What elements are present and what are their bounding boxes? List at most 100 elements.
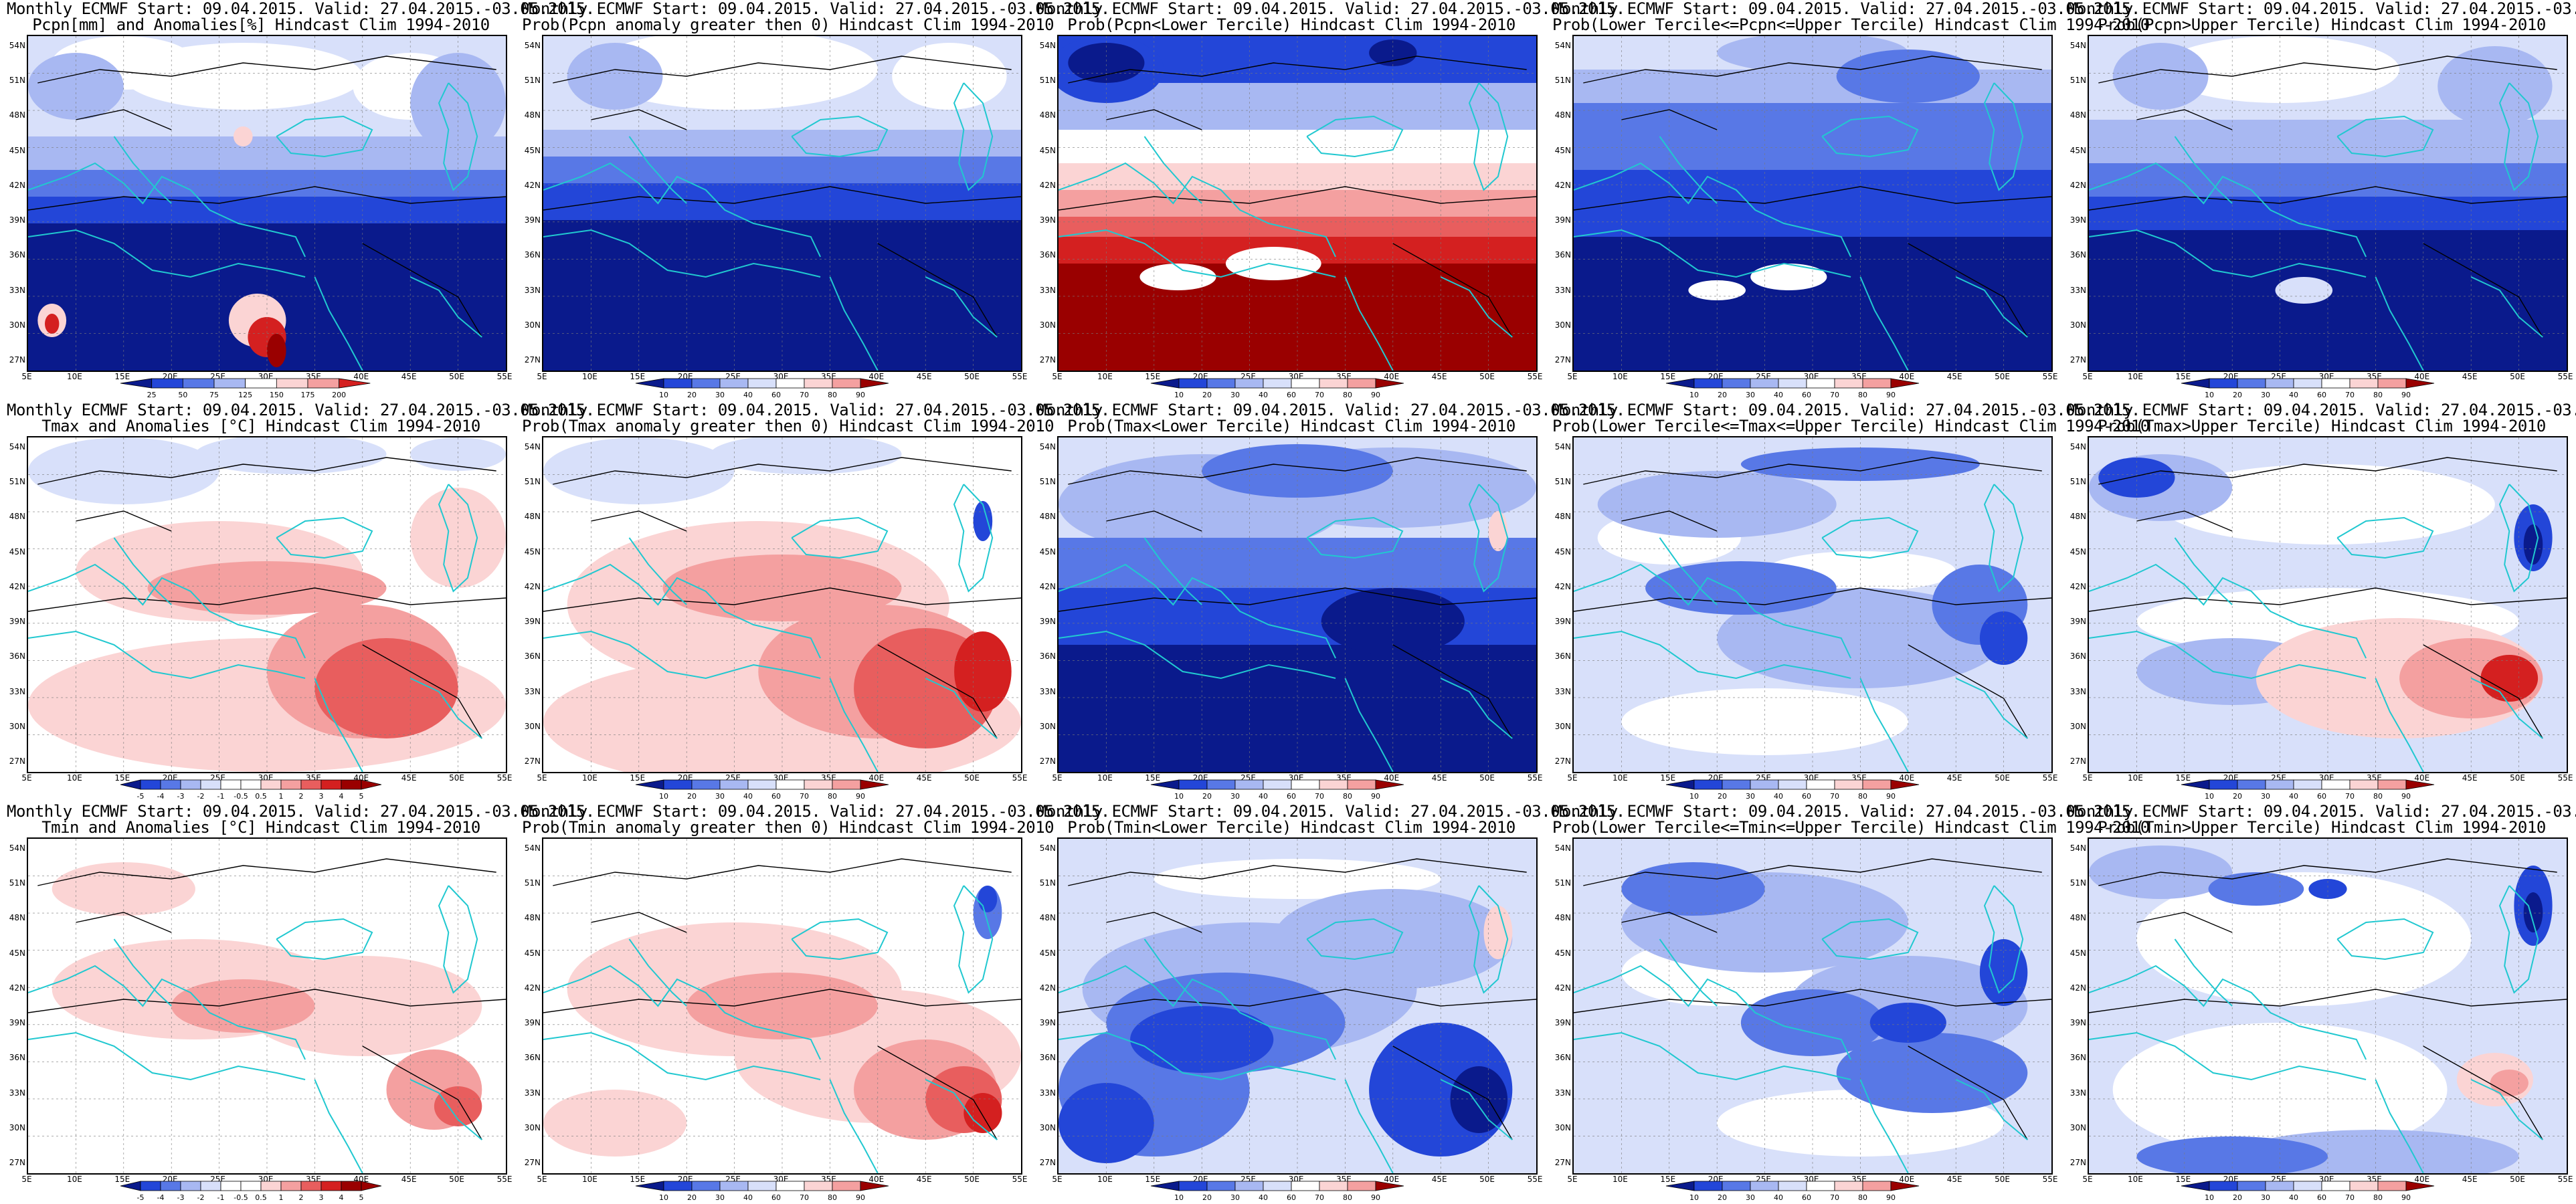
colorbar-tick-label: 75 bbox=[209, 391, 219, 399]
shaded-region bbox=[267, 334, 286, 367]
colorbar-tick-label: 80 bbox=[828, 391, 837, 399]
panel-title: Monthly ECMWF Start: 09.04.2015. Valid: … bbox=[522, 0, 1110, 18]
coastline bbox=[1059, 1031, 1336, 1081]
lat-label: 48N bbox=[2069, 110, 2086, 120]
colorbar-segment bbox=[1319, 779, 1348, 790]
lat-label: 39N bbox=[9, 617, 25, 627]
lon-label: 55E bbox=[496, 372, 513, 381]
shaded-region bbox=[973, 501, 993, 541]
shaded-region bbox=[2480, 655, 2539, 702]
coastline bbox=[1059, 630, 1336, 680]
coastline bbox=[2470, 276, 2543, 338]
coastline bbox=[28, 965, 306, 1060]
colorbar-extend-high bbox=[860, 1181, 889, 1191]
lon-label: 55E bbox=[2557, 1175, 2573, 1184]
colorbar-segment bbox=[240, 779, 262, 790]
contour-line bbox=[591, 912, 687, 933]
colorbar-tick-label: 5 bbox=[359, 792, 364, 801]
lat-label: 51N bbox=[1554, 878, 1571, 888]
coastline bbox=[1859, 276, 1909, 371]
colorbar-segment bbox=[1862, 779, 1892, 790]
map-area bbox=[1572, 35, 2053, 372]
lon-label: 10E bbox=[1097, 773, 1113, 783]
lat-label: 33N bbox=[9, 1088, 25, 1098]
colorbar-tick-label: 40 bbox=[743, 1193, 753, 1202]
colorbar-segment bbox=[747, 1181, 777, 1191]
contour-line bbox=[1908, 243, 2028, 338]
lat-label: 39N bbox=[1039, 617, 1056, 627]
shaded-region bbox=[28, 53, 124, 120]
colorbar-extend-high bbox=[361, 1181, 382, 1191]
lat-label: 36N bbox=[1554, 250, 1571, 260]
colorbar-svg bbox=[120, 1181, 382, 1191]
lat-label: 39N bbox=[524, 617, 541, 627]
colorbar-tick-label: 60 bbox=[2317, 391, 2326, 399]
colorbar-tick-label: -1 bbox=[217, 1193, 225, 1202]
coastline bbox=[829, 678, 879, 772]
lat-label: 48N bbox=[1039, 913, 1056, 923]
coastline bbox=[113, 537, 172, 605]
colorbar-tick-label: 70 bbox=[1315, 792, 1324, 801]
contour-line bbox=[37, 56, 496, 84]
coastline bbox=[953, 82, 994, 191]
lat-label: 48N bbox=[1039, 512, 1056, 522]
colorbar-svg bbox=[2181, 378, 2435, 389]
colorbar-tick-label: 70 bbox=[1830, 1193, 1839, 1202]
shaded-region bbox=[2098, 458, 2175, 498]
contour-line bbox=[1068, 858, 1527, 886]
lat-label: 39N bbox=[1554, 1018, 1571, 1028]
lon-label: 55E bbox=[1012, 1175, 1028, 1184]
colorbar-segment bbox=[220, 779, 242, 790]
colorbar-tick-label: -5 bbox=[136, 1193, 145, 1202]
colorbar-segment bbox=[1263, 378, 1292, 389]
lat-label: 42N bbox=[2069, 983, 2086, 993]
lon-label: 55E bbox=[496, 773, 513, 783]
colorbar-tick-label: 30 bbox=[1746, 1193, 1755, 1202]
colorbar-extend-high bbox=[1890, 1181, 1920, 1191]
map-area bbox=[2088, 35, 2568, 372]
shaded-region bbox=[1450, 1066, 1508, 1133]
lon-label: 40E bbox=[1384, 1175, 1400, 1184]
contour-line bbox=[1392, 644, 1513, 739]
colorbar-segment bbox=[1206, 1181, 1236, 1191]
lon-label: 15E bbox=[630, 372, 646, 381]
panel-title: Monthly ECMWF Start: 09.04.2015. Valid: … bbox=[1552, 0, 2140, 18]
contour-line bbox=[1392, 243, 1513, 338]
shaded-region bbox=[1068, 43, 1145, 83]
panel-subtitle: Prob(Lower Tercile<=Tmin<=Upper Tercile)… bbox=[1552, 818, 2150, 837]
lon-label: 55E bbox=[2042, 372, 2058, 381]
coastline bbox=[2498, 484, 2539, 593]
contour-line bbox=[2089, 989, 2567, 1013]
colorbar-tick-label: 4 bbox=[339, 1193, 344, 1202]
colorbar-tick-label: -2 bbox=[197, 792, 205, 801]
lat-label: 45N bbox=[524, 145, 541, 155]
coastline bbox=[925, 276, 998, 338]
coastline bbox=[543, 965, 822, 1060]
colorbar-tick-label: 25 bbox=[147, 391, 157, 399]
colorbar-segment bbox=[691, 779, 721, 790]
contour-line bbox=[1574, 989, 2051, 1013]
lon-label: 45E bbox=[1431, 1175, 1447, 1184]
colorbar-tick-label: 40 bbox=[743, 792, 753, 801]
lat-label: 42N bbox=[9, 581, 25, 591]
colorbar-segment bbox=[1291, 378, 1320, 389]
lon-label: 40E bbox=[1899, 773, 1915, 783]
lat-label: 30N bbox=[1554, 1122, 1571, 1132]
lat-label: 30N bbox=[524, 320, 541, 330]
lat-label: 30N bbox=[524, 1122, 541, 1132]
forecast-panel: Monthly ECMWF Start: 09.04.2015. Valid: … bbox=[1030, 803, 1625, 1204]
colorbar-svg bbox=[1150, 779, 1404, 790]
colorbar bbox=[1665, 779, 1947, 790]
coastline bbox=[1440, 678, 1513, 739]
lon-label: 15E bbox=[2175, 1175, 2191, 1184]
coastline bbox=[1859, 678, 1909, 772]
contour-line bbox=[591, 510, 687, 532]
lat-label: 48N bbox=[524, 913, 541, 923]
contour-line bbox=[2098, 56, 2557, 84]
lat-label: 36N bbox=[1039, 651, 1056, 662]
colorbar-segment bbox=[180, 1181, 201, 1191]
lon-label: 10E bbox=[1612, 1175, 1628, 1184]
lat-label: 39N bbox=[1039, 215, 1056, 225]
lon-label: 5E bbox=[21, 1175, 32, 1184]
forecast-panel: Monthly ECMWF Start: 09.04.2015. Valid: … bbox=[1546, 803, 2150, 1204]
